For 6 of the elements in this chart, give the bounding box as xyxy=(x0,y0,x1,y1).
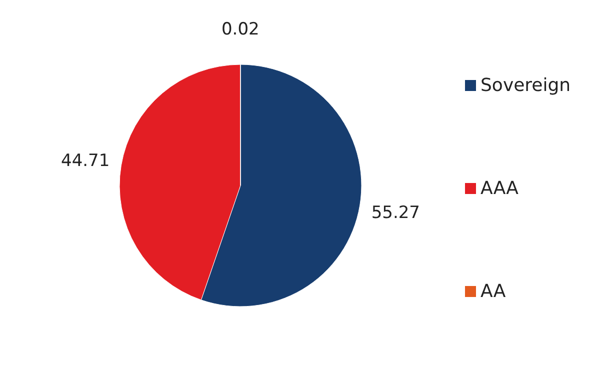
legend-label: Sovereign xyxy=(480,75,571,96)
legend-label: AA xyxy=(480,281,506,302)
data-label: 0.02 xyxy=(221,20,260,40)
legend-label: AAA xyxy=(480,178,520,199)
data-label: 55.27 xyxy=(371,202,420,223)
data-label: 44.71 xyxy=(61,151,110,172)
